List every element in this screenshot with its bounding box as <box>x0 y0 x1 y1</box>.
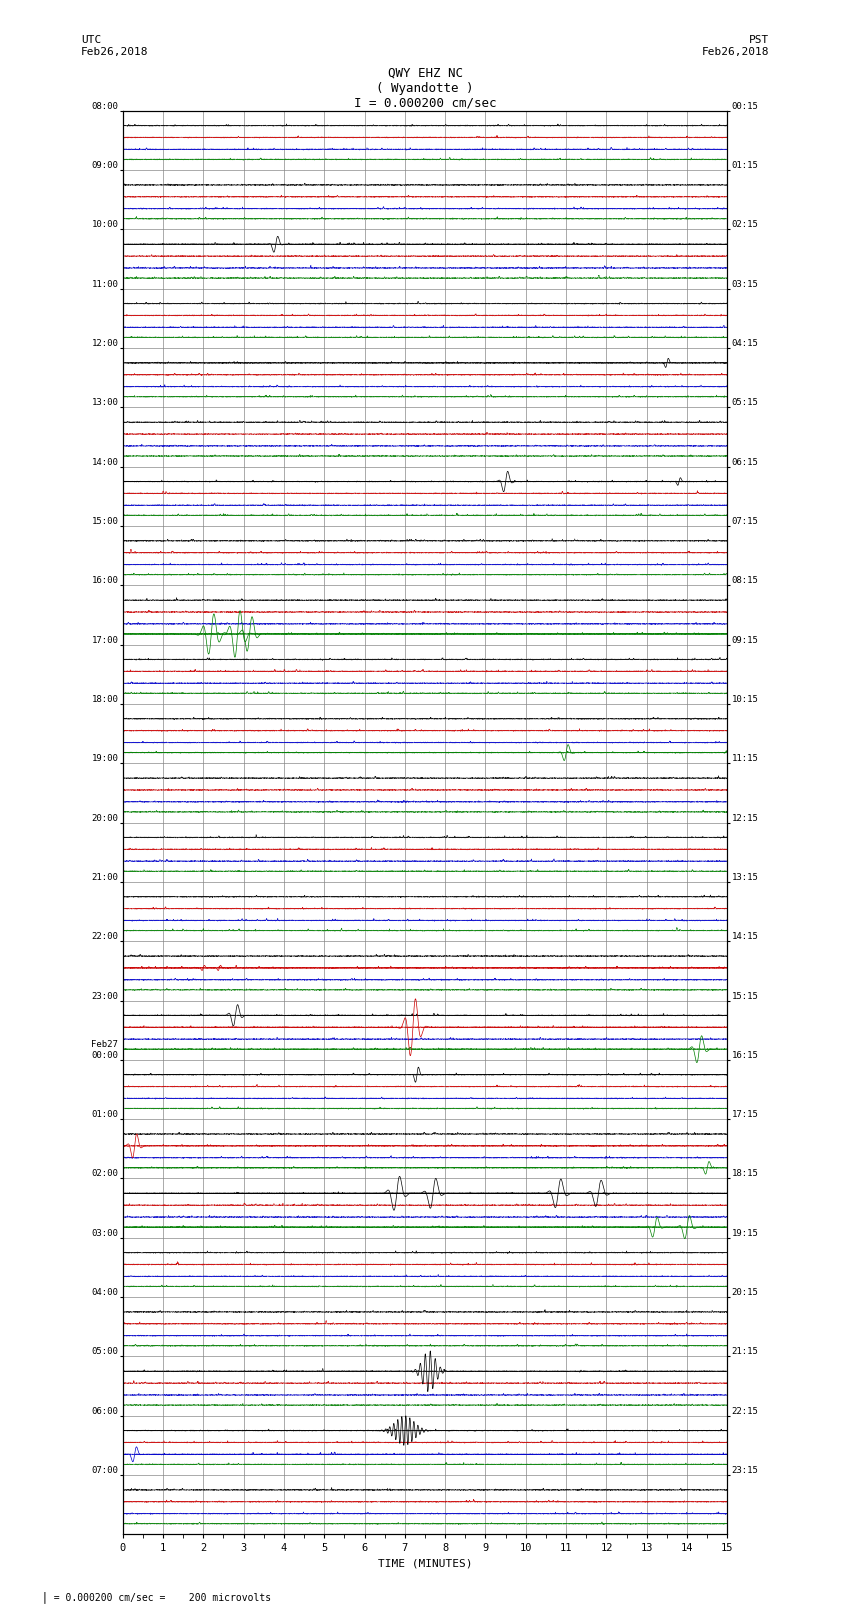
Text: ⎮ = 0.000200 cm/sec =    200 microvolts: ⎮ = 0.000200 cm/sec = 200 microvolts <box>42 1592 272 1603</box>
Text: UTC: UTC <box>81 35 101 45</box>
Text: Feb26,2018: Feb26,2018 <box>81 47 148 56</box>
Text: PST: PST <box>749 35 769 45</box>
Title: QWY EHZ NC
( Wyandotte )
I = 0.000200 cm/sec: QWY EHZ NC ( Wyandotte ) I = 0.000200 cm… <box>354 66 496 110</box>
X-axis label: TIME (MINUTES): TIME (MINUTES) <box>377 1560 473 1569</box>
Text: Feb26,2018: Feb26,2018 <box>702 47 769 56</box>
